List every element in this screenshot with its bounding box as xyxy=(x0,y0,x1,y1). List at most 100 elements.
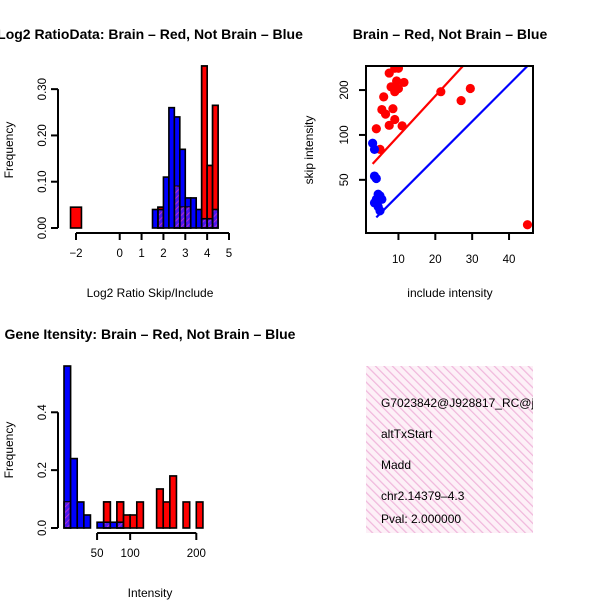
ratio-histogram-title: Log2 RatioData: Brain – Red, Not Brain –… xyxy=(0,26,303,42)
x-tick-label: 3 xyxy=(182,248,188,260)
bar-brain xyxy=(162,501,171,529)
point-not-brain xyxy=(377,194,387,204)
x-tick-label: 1 xyxy=(138,248,144,260)
bar-brain-excess xyxy=(157,206,165,211)
bar-overlap xyxy=(158,209,163,227)
point-brain xyxy=(393,66,404,73)
bar-brain xyxy=(135,501,145,529)
y-tick-label: 0.4 xyxy=(37,404,49,421)
bar-brain-excess xyxy=(116,501,125,524)
x-tick-label: 0 xyxy=(117,248,123,260)
ratio-histogram-xlabel: Log2 Ratio Skip/Include xyxy=(87,286,214,300)
point-brain xyxy=(379,92,389,102)
intensity-histogram: Gene Itensity: Brain – Red, Not Brain – … xyxy=(2,326,296,600)
fit-line xyxy=(375,66,529,219)
point-brain xyxy=(399,77,409,88)
point-not-brain xyxy=(371,173,381,184)
bar-brain xyxy=(169,475,178,529)
intensity-scatter-xlabel: include intensity xyxy=(407,286,492,300)
info-probe-id: G7023842@J928817_RC@j_at xyxy=(381,396,551,410)
y-tick-label: 0.20 xyxy=(37,124,49,146)
info-pval: Pval: 2.000000 xyxy=(381,512,461,526)
intensity-scatter-title: Brain – Red, Not Brain – Blue xyxy=(353,26,548,42)
y-tick-label: 200 xyxy=(339,80,351,99)
x-tick-label: 40 xyxy=(503,254,516,266)
info-location: chr2.14379–4.3 xyxy=(381,489,465,503)
info-panel-background xyxy=(366,366,533,533)
bar-not-brain xyxy=(76,501,85,529)
bar-not-brain xyxy=(162,176,170,229)
point-brain xyxy=(465,83,475,94)
y-tick-label: 0.2 xyxy=(37,462,49,478)
bar-overlap xyxy=(213,209,218,227)
x-tick-label: 10 xyxy=(392,254,405,266)
ratio-histogram: Log2 RatioData: Brain – Red, Not Brain –… xyxy=(0,26,303,300)
intensity-scatter-plot xyxy=(368,66,533,230)
bar-brain-excess xyxy=(206,164,214,220)
intensity-scatter-ylabel: skip intensity xyxy=(302,116,316,185)
info-panel: G7023842@J928817_RC@j_at altTxStart Madd… xyxy=(366,366,551,533)
intensity-histogram-axes: 50 100 200 0.0 0.2 0.4 xyxy=(37,404,206,560)
bar-brain xyxy=(122,514,131,529)
bar-not-brain xyxy=(168,106,176,229)
x-tick-label: 5 xyxy=(226,248,232,260)
x-tick-label: 4 xyxy=(204,248,211,260)
bar-overlap xyxy=(65,501,70,527)
y-tick-label: 0.00 xyxy=(37,217,49,239)
x-tick-label: 30 xyxy=(466,254,479,266)
ratio-histogram-axes: −2 0 1 2 3 4 5 0.00 0.10 0.20 0.30 xyxy=(37,78,232,260)
point-brain xyxy=(384,68,394,78)
bar-not-brain xyxy=(109,521,118,529)
point-brain xyxy=(391,76,402,86)
x-tick-label: −2 xyxy=(69,248,82,260)
bar-overlap xyxy=(117,522,123,527)
bar-overlap xyxy=(104,522,110,527)
bar-not-brain xyxy=(96,521,105,529)
info-panel-text-clip: G7023842@J928817_RC@j_at altTxStart Madd… xyxy=(381,396,551,526)
point-brain xyxy=(390,87,400,97)
intensity-scatter-axes: 10 20 30 40 50 100 200 xyxy=(339,80,515,266)
bar-overlap xyxy=(202,218,207,227)
y-tick-label: 50 xyxy=(339,173,351,186)
y-tick-label: 100 xyxy=(339,125,351,144)
x-tick-label: 50 xyxy=(91,548,104,560)
point-brain xyxy=(371,124,381,134)
x-tick-label: 200 xyxy=(187,548,206,560)
intensity-histogram-bars xyxy=(63,365,204,529)
bar-overlap xyxy=(175,186,179,227)
point-brain xyxy=(436,87,446,97)
bar-overlap xyxy=(208,218,212,227)
bar-brain xyxy=(195,501,204,529)
bar-brain-excess xyxy=(200,65,208,220)
ratio-histogram-ylabel: Frequency xyxy=(2,122,16,179)
point-brain xyxy=(390,114,400,125)
bar-brain xyxy=(129,514,138,529)
point-brain xyxy=(397,121,407,131)
y-tick-label: 0.10 xyxy=(37,171,49,193)
bar-not-brain xyxy=(83,514,92,529)
bar-brain xyxy=(155,488,165,529)
info-gene: Madd xyxy=(381,458,411,472)
point-not-brain xyxy=(375,206,385,216)
y-tick-label: 0.30 xyxy=(37,78,49,100)
intensity-scatter: Brain – Red, Not Brain – Blue 10 20 30 40 50… xyxy=(302,26,547,300)
point-brain xyxy=(388,104,398,114)
x-tick-label: 100 xyxy=(121,548,140,560)
bar-not-brain xyxy=(195,208,203,229)
bar-overlap xyxy=(186,207,190,227)
bar-overlap xyxy=(180,207,185,227)
info-event-type: altTxStart xyxy=(381,427,433,441)
bar-not-brain xyxy=(151,208,159,229)
point-brain xyxy=(522,220,533,230)
bar-not-brain xyxy=(189,197,198,229)
intensity-histogram-xlabel: Intensity xyxy=(128,586,173,600)
point-brain xyxy=(384,120,394,130)
x-tick-label: 20 xyxy=(429,254,442,266)
y-tick-label: 0.0 xyxy=(37,520,49,536)
bar-brain-excess xyxy=(211,104,219,211)
bar-brain-excess xyxy=(102,501,112,524)
point-brain xyxy=(380,109,391,119)
intensity-histogram-title: Gene Itensity: Brain – Red, Not Brain – … xyxy=(5,326,296,342)
